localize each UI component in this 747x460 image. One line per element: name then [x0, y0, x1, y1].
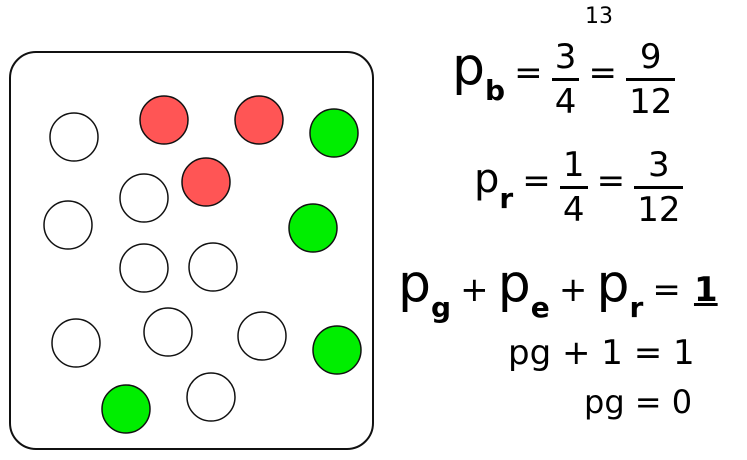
- eq-sum-s2: e: [530, 291, 550, 324]
- marble-red: [139, 95, 189, 145]
- marble-group: [43, 95, 362, 434]
- eq-pr-eq1: =: [522, 161, 551, 201]
- marble-white: [43, 200, 93, 250]
- marble-white: [186, 372, 236, 422]
- marble-white: [51, 318, 101, 368]
- eq-sum-plus2: +: [558, 270, 588, 310]
- eq-pr-frac2-den: 12: [637, 190, 681, 230]
- fraction-bar: [551, 78, 580, 81]
- eq-pr-p: p: [474, 156, 500, 202]
- equation-step2: pg = 0: [584, 383, 693, 421]
- marble-white: [49, 112, 99, 162]
- eq-pr-eq2: =: [596, 161, 626, 201]
- eq-sum-plus1: +: [460, 270, 489, 310]
- marble-red: [181, 157, 231, 207]
- eq-sum-p3: p: [596, 254, 630, 314]
- marble-green: [288, 203, 338, 253]
- eq-pr-frac2-num: 3: [648, 145, 670, 185]
- eq-pb-frac2-num: 9: [639, 37, 662, 77]
- eq-sum-s3: r: [629, 291, 644, 324]
- eq-pb-sub: b: [485, 74, 506, 107]
- eq-pb-frac2: 9 12: [626, 37, 676, 122]
- marble-white: [119, 173, 169, 223]
- eq-sum-s1: g: [431, 291, 452, 324]
- eq-pr-sub: r: [499, 182, 514, 215]
- fraction-bar: [634, 186, 684, 189]
- eq-pb-frac2-den: 12: [629, 82, 673, 122]
- equation-sum: pg + pe + pr = 1: [398, 254, 722, 322]
- eq-sum-p2: p: [497, 254, 531, 314]
- marble-white: [143, 307, 193, 357]
- annotation-13: 13: [585, 4, 613, 29]
- fraction-bar: [626, 78, 676, 81]
- equation-step1: pg + 1 = 1: [508, 333, 695, 373]
- marble-white: [237, 311, 287, 361]
- eq-pb-frac1-num: 3: [554, 37, 577, 77]
- eq-sum-eq: =: [652, 270, 681, 310]
- eq-pb-eq2: =: [588, 53, 617, 93]
- eq-pb-p: p: [452, 37, 486, 97]
- eq-pr-frac1-num: 1: [562, 145, 585, 185]
- eq-sum-rhs: 1: [693, 270, 718, 310]
- eq-pb-frac1-den: 4: [554, 82, 577, 122]
- fraction-bar: [559, 186, 588, 189]
- marble-box: [9, 51, 374, 450]
- marble-white: [188, 242, 238, 292]
- eq-pr-frac1-den: 4: [562, 190, 585, 230]
- marble-red: [234, 95, 284, 145]
- eq-pb-eq1: =: [514, 53, 543, 93]
- marble-green: [101, 384, 151, 434]
- marble-white: [119, 243, 169, 293]
- eq-pr-frac2: 3 12: [634, 145, 684, 230]
- marble-green: [309, 108, 359, 158]
- eq-sum-p1: p: [398, 254, 432, 314]
- marble-green: [312, 325, 362, 375]
